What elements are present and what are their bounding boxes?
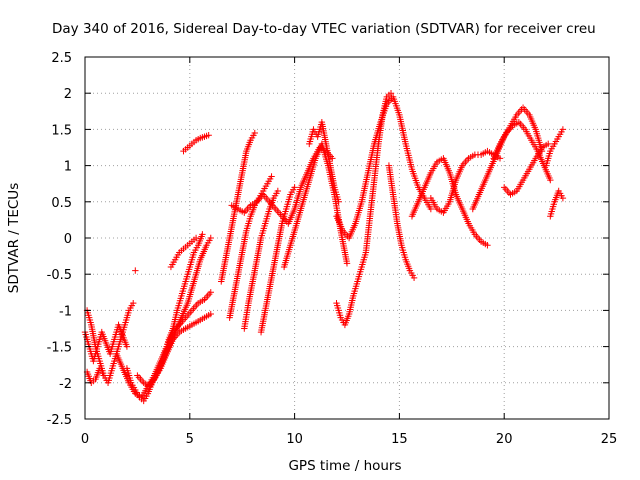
data-point — [132, 267, 139, 274]
data-point — [207, 234, 214, 242]
x-tick-label: 25 — [601, 432, 618, 447]
x-tick-label: 15 — [391, 432, 408, 447]
y-tick-label: -2.5 — [47, 413, 72, 428]
x-tick-label: 20 — [496, 432, 513, 447]
x-tick-label: 10 — [286, 432, 303, 447]
data-point — [268, 173, 275, 180]
x-tick-label: 0 — [81, 432, 89, 447]
ticks-layer: 0 5 10 15 20 25 -2.5 -2 -1.5 -1 -0.5 0 0.5 1 1.5 2 2.5 — [47, 51, 618, 447]
data-point — [547, 176, 554, 184]
data-point — [559, 194, 567, 202]
y-tick-label: 1.5 — [51, 123, 72, 138]
y-tick-label: 0.5 — [51, 196, 72, 211]
data-point — [207, 289, 214, 296]
data-point — [410, 274, 418, 282]
grid-layer — [85, 57, 609, 419]
data-point — [199, 231, 206, 238]
data-point — [335, 198, 342, 205]
data-point — [274, 187, 282, 195]
x-tick-label: 5 — [186, 432, 194, 447]
data-point — [559, 126, 567, 133]
data-point — [100, 372, 108, 379]
y-tick-label: -0.5 — [47, 268, 72, 283]
data-point — [496, 155, 504, 162]
data-point — [251, 129, 258, 137]
y-tick-label: 1 — [64, 160, 72, 175]
data-point — [427, 205, 435, 213]
x-axis-title: GPS time / hours — [288, 458, 401, 474]
y-tick-label: -2 — [59, 377, 72, 392]
data-point — [205, 131, 212, 139]
data-point — [207, 310, 214, 318]
y-axis-title: SDTVAR / TECUs — [6, 183, 22, 293]
y-tick-label: -1.5 — [47, 341, 72, 356]
y-tick-label: 2.5 — [51, 51, 72, 66]
data-point — [343, 260, 351, 267]
data-point — [545, 140, 552, 148]
data-point — [291, 184, 298, 191]
y-tick-label: -1 — [59, 304, 72, 319]
data-points-layer — [81, 90, 567, 405]
data-point — [387, 90, 395, 97]
y-tick-label: 2 — [64, 87, 72, 102]
data-point — [329, 155, 336, 162]
data-point — [192, 234, 200, 242]
data-point — [484, 242, 491, 249]
y-tick-label: 0 — [64, 232, 72, 247]
data-point — [123, 343, 131, 350]
chart-title: Day 340 of 2016, Sidereal Day-to-day VTE… — [52, 21, 596, 37]
data-point — [130, 299, 137, 307]
